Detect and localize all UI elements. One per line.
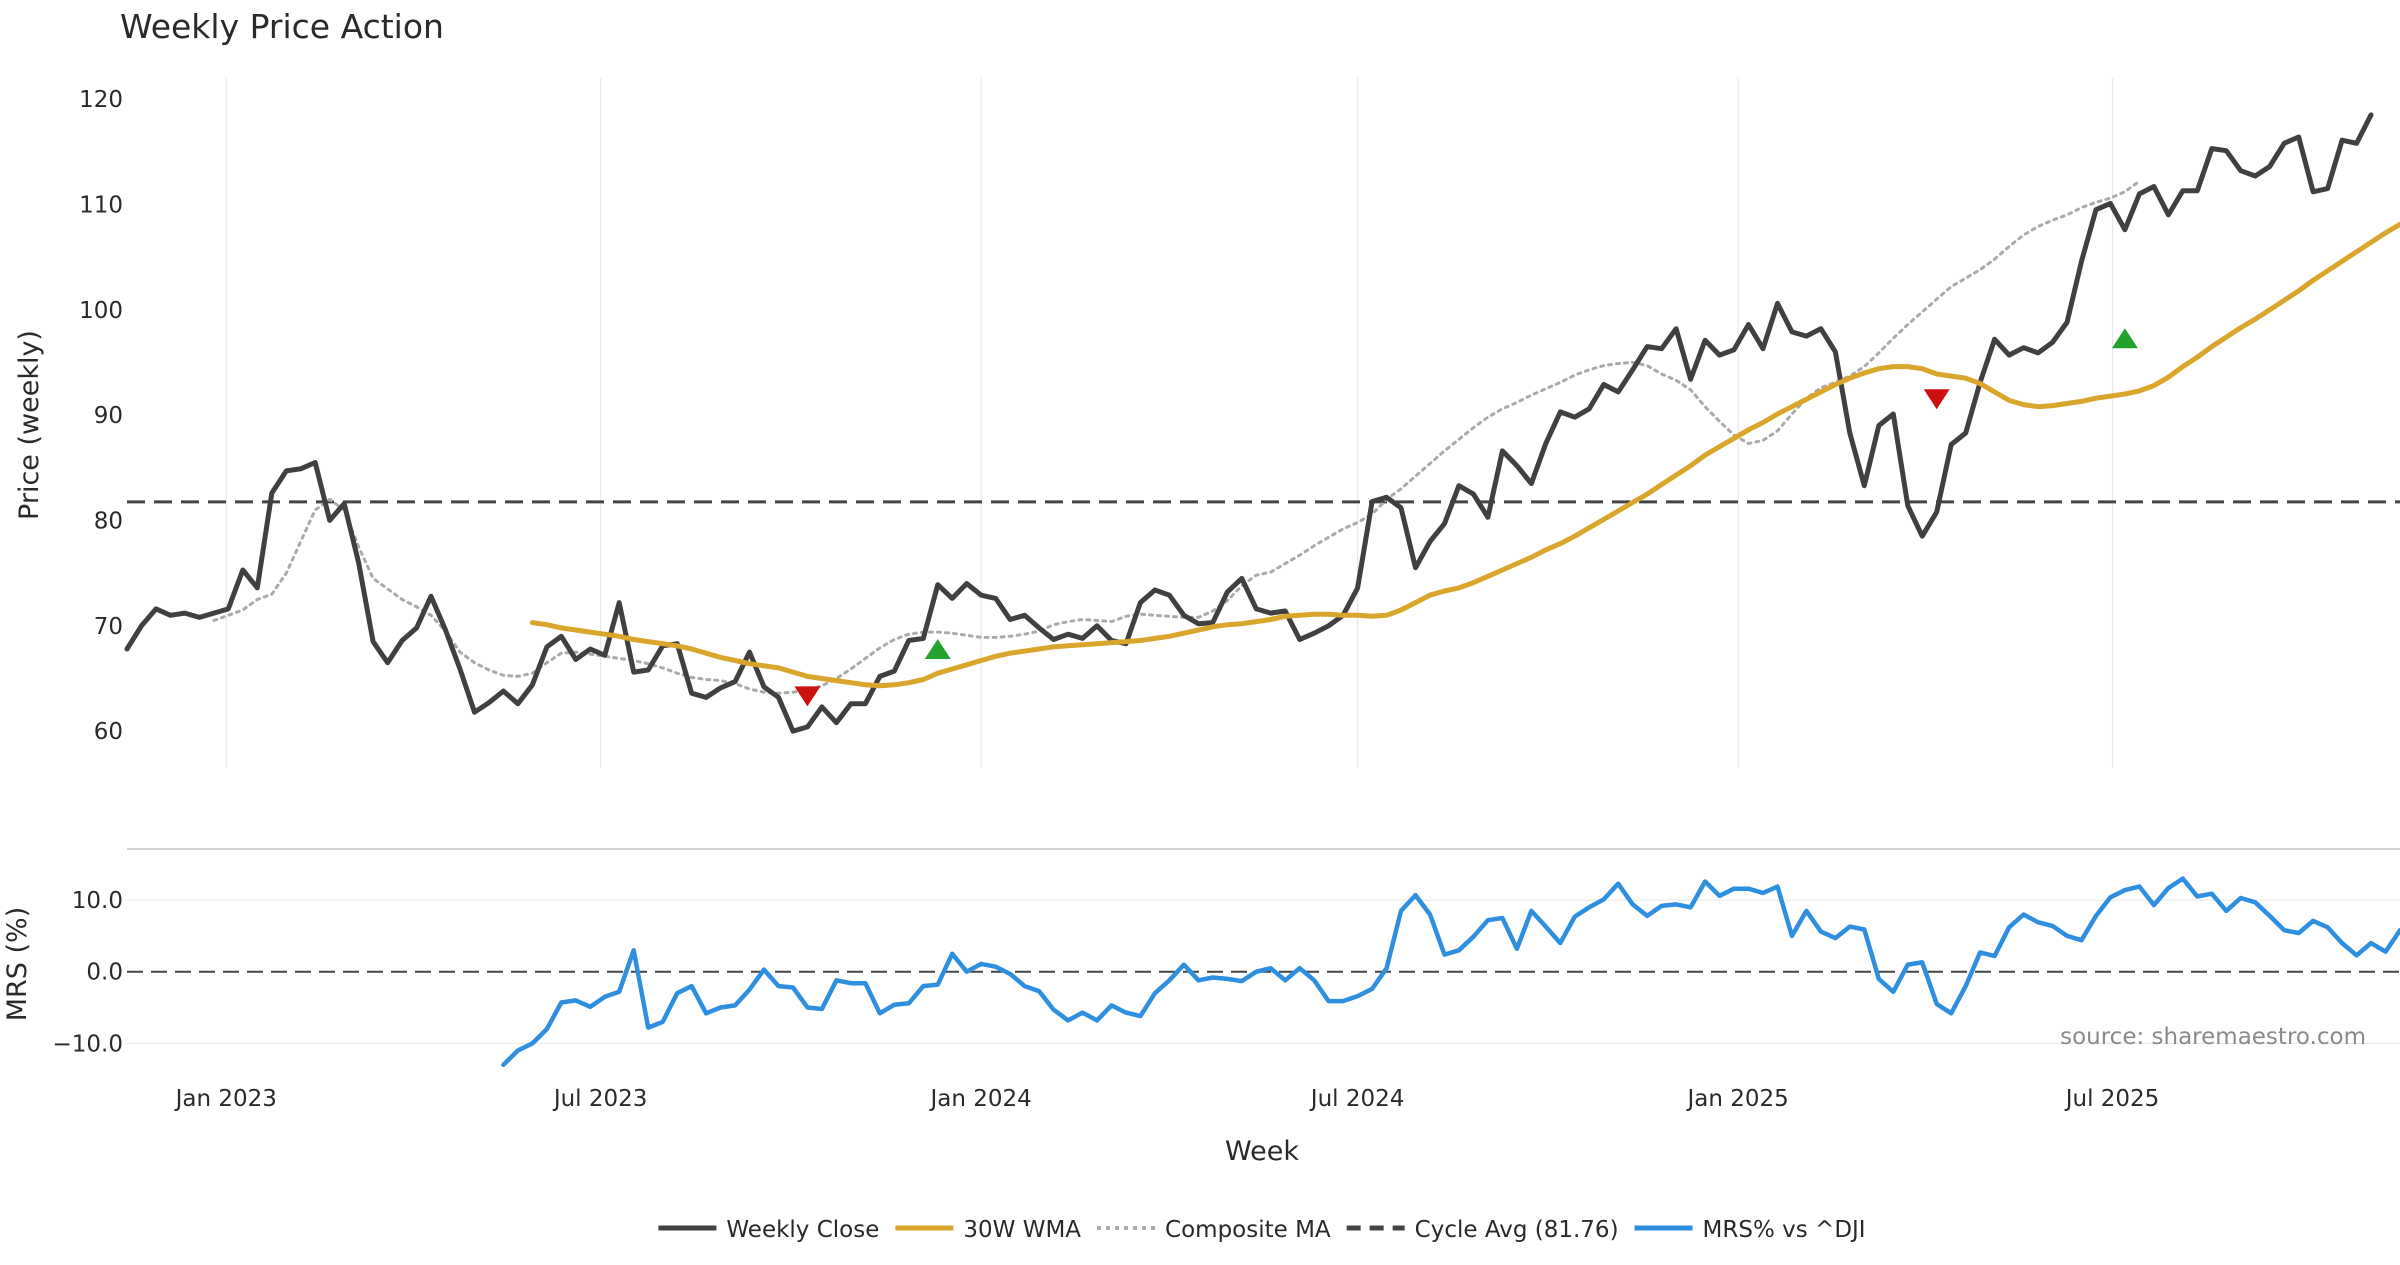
x-tick-label: Jan 2023 <box>174 1086 277 1112</box>
mrs-y-tick-label: 10.0 <box>72 888 123 914</box>
price-y-tick-label: 60 <box>94 719 123 745</box>
mrs-y-ticks: 10.0 0.0 −10.0 <box>53 888 123 1057</box>
source-label: source: sharemaestro.com <box>2060 1024 2366 1050</box>
x-tick-label: Jan 2025 <box>1686 1086 1789 1112</box>
x-tick-label: Jan 2024 <box>929 1086 1032 1112</box>
mrs-y-tick-label: −10.0 <box>53 1031 123 1057</box>
series-30w-wma <box>529 221 2400 689</box>
price-series-layer <box>124 112 2400 734</box>
price-y-axis-label: Price (weekly) <box>14 330 45 520</box>
price-y-tick-label: 80 <box>94 508 123 534</box>
x-axis-label: Week <box>1225 1136 1299 1167</box>
sell-signal-marker <box>794 686 821 707</box>
series-mrs-vs-dji <box>501 876 2400 1068</box>
legend-label-cycle-avg-81-76: Cycle Avg (81.76) <box>1415 1217 1619 1243</box>
price-y-tick-label: 100 <box>79 298 123 324</box>
buy-signal-marker <box>2111 328 2138 349</box>
price-y-ticks: 60 70 80 90 100 110 120 <box>79 87 123 745</box>
sell-signal-marker <box>1923 389 1950 410</box>
price-y-tick-label: 90 <box>94 403 123 429</box>
chart-title: Weekly Price Action <box>120 7 444 46</box>
legend-label-mrs-vs-dji: MRS% vs ^DJI <box>1703 1217 1866 1243</box>
legend-label-weekly-close: Weekly Close <box>726 1217 879 1243</box>
price-y-tick-label: 110 <box>79 192 123 218</box>
legend-label-composite-ma: Composite MA <box>1165 1217 1331 1243</box>
series-composite-ma <box>212 179 2141 695</box>
mrs-y-axis-label: MRS (%) <box>2 907 33 1022</box>
x-tick-label: Jul 2025 <box>2064 1086 2160 1112</box>
signal-markers <box>794 328 2138 707</box>
mrs-y-tick-label: 0.0 <box>86 960 123 986</box>
legend-label-30w-wma: 30W WMA <box>963 1217 1081 1243</box>
series-weekly-close <box>124 112 2374 734</box>
price-gridlines <box>225 78 2114 768</box>
legend: Weekly Close 30W WMA Composite MA Cycle Avg… <box>658 1217 1866 1243</box>
x-tick-label: Jul 2024 <box>1309 1086 1405 1112</box>
x-ticks: Jan 2023 Jul 2023 Jan 2024 Jul 2024 Jan 2025… <box>174 1086 2160 1112</box>
price-y-tick-label: 70 <box>94 614 123 640</box>
price-y-tick-label: 120 <box>79 87 123 113</box>
mrs-series-layer <box>501 876 2400 1068</box>
x-tick-label: Jul 2023 <box>552 1086 648 1112</box>
buy-signal-marker <box>924 638 951 659</box>
